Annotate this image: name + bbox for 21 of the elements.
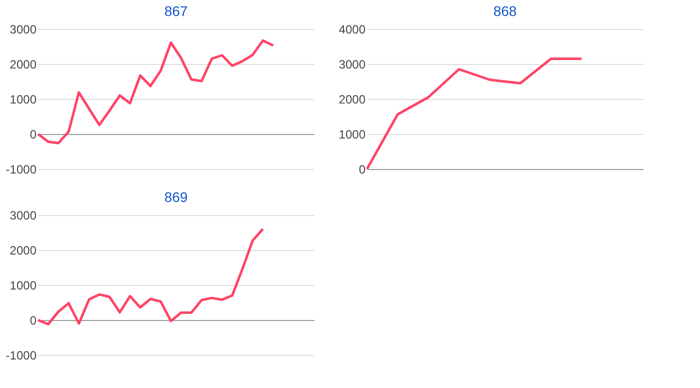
y-tick-label: 3000 (10, 208, 37, 222)
chart-title: 869 (164, 189, 188, 205)
y-tick-label: 1000 (10, 92, 37, 106)
chart-title: 868 (493, 3, 517, 19)
line-series (36, 39, 274, 144)
y-tick-label: 3000 (338, 58, 366, 72)
y-tick-label: 0 (30, 128, 37, 142)
y-tick-label: 3000 (10, 22, 37, 36)
y-tick-label: -1000 (6, 348, 37, 362)
y-tick-label: -1000 (6, 162, 37, 176)
y-tick-label: 0 (30, 314, 37, 328)
y-tick-label: 2000 (338, 92, 366, 106)
y-tick-label: 1000 (338, 128, 366, 142)
line-series (36, 228, 264, 326)
line-series (366, 58, 583, 170)
chart-title: 867 (164, 3, 188, 19)
y-tick-label: 2000 (10, 58, 37, 72)
y-tick-label: 2000 (10, 244, 37, 258)
y-tick-label: 0 (358, 162, 366, 176)
y-tick-label: 4000 (338, 22, 366, 36)
y-tick-label: 1000 (10, 278, 37, 292)
